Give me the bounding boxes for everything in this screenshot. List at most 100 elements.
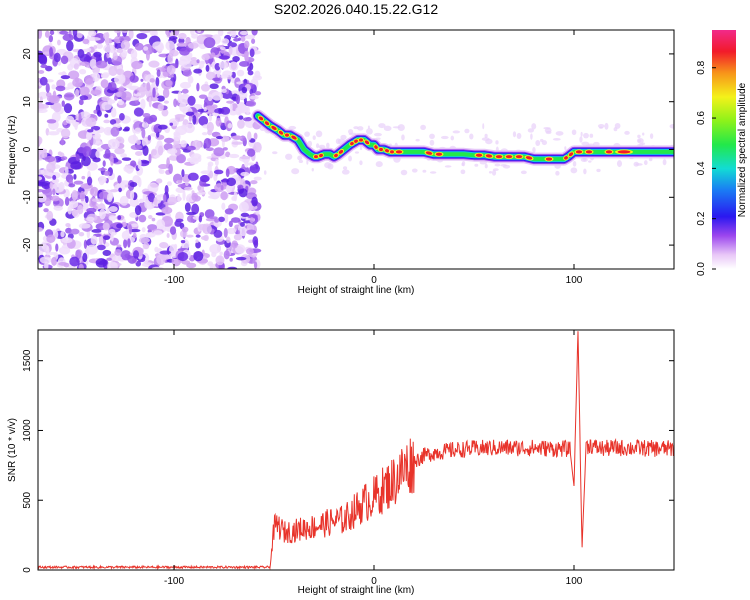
- snr-x-tick-label: 100: [566, 576, 583, 587]
- noise-blob: [201, 53, 210, 61]
- noise-blob: [359, 160, 363, 166]
- noise-blob: [85, 195, 89, 204]
- noise-blob: [161, 108, 169, 117]
- noise-blob: [221, 202, 226, 210]
- noise-blob: [219, 46, 226, 51]
- noise-blob: [88, 37, 101, 41]
- noise-blob: [357, 126, 364, 131]
- noise-blob: [527, 128, 535, 133]
- snr-x-tick-label: -100: [164, 576, 184, 587]
- noise-blob: [599, 126, 603, 129]
- noise-blob: [179, 101, 187, 113]
- noise-blob: [60, 75, 71, 80]
- noise-blob: [239, 156, 251, 160]
- noise-blob: [450, 135, 455, 141]
- noise-blob: [243, 50, 249, 61]
- noise-blob: [103, 235, 111, 241]
- noise-blob: [452, 130, 461, 134]
- noise-blob: [211, 112, 220, 116]
- noise-blob: [134, 205, 142, 216]
- noise-blob: [237, 102, 247, 113]
- noise-blob: [63, 262, 70, 268]
- noise-blob: [134, 90, 138, 94]
- snr-x-label: Height of straight line (km): [298, 585, 415, 596]
- noise-blob: [46, 162, 56, 173]
- noise-blob: [227, 42, 238, 48]
- noise-blob: [178, 32, 187, 40]
- noise-blob: [232, 56, 240, 62]
- noise-blob: [127, 134, 139, 145]
- noise-blob: [429, 171, 437, 174]
- noise-blob: [234, 230, 241, 235]
- noise-blob: [38, 30, 43, 39]
- noise-blob: [186, 145, 196, 151]
- frequency-ridge: [251, 109, 674, 166]
- noise-blob: [196, 82, 200, 92]
- snr-y-tick-label: 1000: [22, 419, 33, 442]
- noise-blob: [570, 167, 578, 174]
- noise-blob: [583, 168, 587, 175]
- noise-blob: [233, 233, 242, 241]
- noise-blob: [481, 137, 490, 141]
- noise-blob: [223, 250, 230, 260]
- noise-blob: [210, 52, 216, 58]
- noise-blob: [152, 87, 156, 98]
- noise-blob: [248, 239, 254, 244]
- noise-blob: [218, 216, 225, 223]
- noise-blob: [137, 177, 142, 188]
- noise-blob: [38, 136, 41, 147]
- noise-blob: [215, 255, 225, 266]
- noise-blob: [165, 202, 169, 213]
- noise-blob: [52, 188, 56, 196]
- ridge-peak: [485, 154, 493, 158]
- snr-x-tick-label: 0: [371, 576, 377, 587]
- noise-blob: [182, 69, 192, 77]
- noise-blob: [130, 223, 139, 228]
- noise-blob: [218, 55, 230, 60]
- noise-blob: [209, 170, 214, 179]
- noise-blob: [244, 159, 249, 168]
- noise-blob: [67, 205, 73, 215]
- noise-blob: [151, 217, 156, 222]
- noise-blob: [131, 60, 143, 70]
- ridge-peak: [495, 155, 503, 159]
- noise-blob: [120, 40, 131, 51]
- noise-blob: [107, 57, 112, 65]
- noise-blob: [82, 146, 92, 158]
- noise-blob: [340, 134, 347, 140]
- noise-blob: [106, 257, 112, 261]
- noise-blob: [84, 75, 94, 85]
- snr-y-tick-label: 1500: [22, 349, 33, 372]
- noise-blob: [494, 163, 501, 167]
- noise-blob: [60, 230, 65, 238]
- noise-blob: [134, 42, 144, 51]
- noise-blob: [488, 170, 493, 174]
- noise-blob: [244, 34, 256, 40]
- noise-blob: [174, 30, 180, 36]
- ridge-peak: [435, 152, 443, 156]
- noise-blob: [153, 196, 158, 206]
- noise-blob: [110, 232, 114, 242]
- noise-blob: [252, 236, 259, 246]
- noise-blob: [649, 133, 654, 139]
- noise-blob: [460, 169, 466, 175]
- noise-blob: [136, 32, 148, 40]
- noise-blob: [192, 114, 197, 125]
- noise-blob: [187, 75, 194, 84]
- noise-blob: [65, 223, 71, 228]
- noise-blob: [46, 119, 57, 124]
- noise-blob: [198, 94, 208, 99]
- noise-blob: [291, 168, 300, 175]
- ridge-peak: [505, 155, 513, 159]
- noise-blob: [213, 229, 223, 238]
- noise-blob: [151, 148, 157, 156]
- noise-blob: [159, 250, 172, 255]
- noise-blob: [110, 155, 114, 166]
- noise-blob: [66, 40, 74, 52]
- noise-blob: [53, 52, 61, 63]
- noise-blob: [226, 236, 231, 244]
- snr-y-label: SNR (10 * v/v): [7, 418, 18, 482]
- noise-blob: [159, 169, 165, 175]
- noise-blob: [177, 90, 182, 102]
- spectrogram-x-tick-label: 0: [371, 275, 377, 286]
